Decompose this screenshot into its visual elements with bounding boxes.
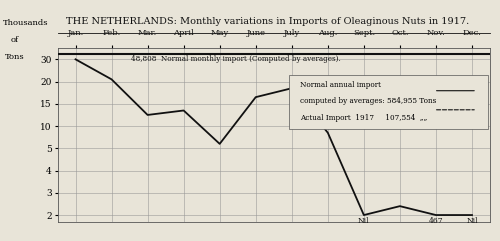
Text: July: July — [284, 29, 300, 37]
Text: of: of — [11, 36, 19, 44]
Text: Nov.: Nov. — [426, 29, 446, 37]
FancyBboxPatch shape — [289, 75, 488, 129]
Text: Nil: Nil — [358, 217, 370, 225]
Text: 48,808  Normal monthly import (Computed by averages).: 48,808 Normal monthly import (Computed b… — [132, 55, 341, 63]
Text: Tons: Tons — [5, 53, 24, 61]
Text: April: April — [174, 29, 194, 37]
Text: May: May — [210, 29, 229, 37]
Text: Nil: Nil — [466, 217, 477, 225]
Text: Oct.: Oct. — [391, 29, 408, 37]
Text: 467: 467 — [428, 217, 443, 225]
Text: June: June — [246, 29, 265, 37]
Text: Feb.: Feb. — [102, 29, 120, 37]
Text: Sept.: Sept. — [353, 29, 375, 37]
Text: THE NETHERLANDS: Monthly variations in Imports of Oleaginous Nuts in 1917.: THE NETHERLANDS: Monthly variations in I… — [66, 17, 469, 26]
Text: Normal annual import: Normal annual import — [300, 81, 380, 89]
Text: Mar.: Mar. — [138, 29, 157, 37]
Text: Dec.: Dec. — [462, 29, 481, 37]
Text: Thousands: Thousands — [2, 19, 48, 27]
Text: Jan.: Jan. — [68, 29, 84, 37]
Text: Aug.: Aug. — [318, 29, 338, 37]
Text: Actual Import  1917     107,554  „„: Actual Import 1917 107,554 „„ — [300, 114, 427, 122]
Text: computed by averages: 584,955 Tons: computed by averages: 584,955 Tons — [300, 97, 436, 105]
